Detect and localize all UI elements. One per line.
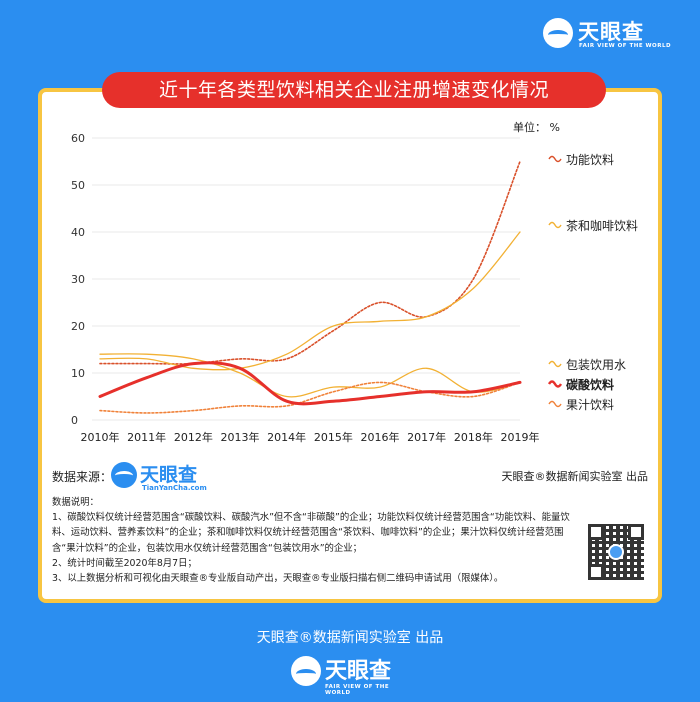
brand-logo-icon: [543, 18, 573, 48]
footer-logo-tagline: FAIR VIEW OF THE WORLD: [325, 684, 390, 696]
y-tick-label: 40: [71, 226, 85, 239]
chart-title: 近十年各类型饮料相关企业注册增速变化情况: [102, 72, 606, 108]
notes-line-1: 1、碳酸饮料仅统计经营范围含“碳酸饮料、碳酸汽水”但不含“非碳酸”的企业；功能饮…: [52, 512, 570, 554]
source-label: 数据来源：: [52, 470, 113, 484]
source-row: 数据来源： 天眼查 TianYanCha.com 天眼查®数据新闻实验室 出品: [52, 461, 652, 497]
x-tick-label: 2011年: [127, 430, 166, 444]
x-tick-label: 2014年: [267, 430, 306, 444]
legend-swatch: [548, 155, 562, 163]
brand-logo-tagline: FAIR VIEW OF THE WORLD: [579, 43, 672, 49]
data-notes: 数据说明： 1、碳酸饮料仅统计经营范围含“碳酸饮料、碳酸汽水”但不含“非碳酸”的…: [52, 495, 582, 586]
y-tick-label: 10: [71, 367, 85, 380]
legend-swatch: [548, 360, 562, 368]
brand-logo-name: 天眼查: [578, 20, 644, 44]
x-tick-label: 2010年: [81, 430, 120, 444]
legend-label: 茶和咖啡饮料: [566, 218, 638, 233]
y-tick-label: 30: [71, 273, 85, 286]
source-logo-site: TianYanCha.com: [142, 484, 207, 492]
legend-label: 功能饮料: [566, 153, 614, 167]
qr-code-icon[interactable]: [588, 524, 644, 580]
x-tick-label: 2016年: [361, 430, 400, 444]
source-logo-name: 天眼查: [140, 464, 198, 486]
legend-swatch: [547, 380, 563, 388]
x-tick-label: 2015年: [314, 430, 353, 444]
footer-credit: 天眼查®数据新闻实验室 出品: [256, 630, 444, 646]
chart-card: [38, 88, 662, 603]
series-line: [99, 231, 521, 371]
footer-logo-name: 天眼查: [325, 659, 392, 684]
notes-line-2: 2、统计时间截至2020年8月7日；: [52, 557, 197, 569]
legend-label: 碳酸饮料: [566, 377, 614, 392]
x-tick-label: 2017年: [407, 430, 446, 444]
legend-swatch: [548, 400, 562, 408]
series-line: [99, 353, 521, 398]
x-tick-label: 2018年: [454, 430, 493, 444]
source-logo-icon: [111, 462, 137, 488]
x-tick-label: 2012年: [174, 430, 213, 444]
series-line: [99, 160, 521, 365]
unit-label: 单位： %: [513, 120, 560, 134]
legend-label: 包装饮用水: [566, 358, 626, 372]
y-tick-label: 0: [71, 414, 78, 427]
brand-logo: 天眼查 FAIR VIEW OF THE WORLD: [543, 14, 693, 56]
footer-logo: 天眼查 FAIR VIEW OF THE WORLD: [291, 651, 411, 697]
legend-label: 果汁饮料: [566, 398, 614, 412]
series-line: [99, 381, 521, 414]
footer-logo-icon: [291, 656, 321, 686]
x-tick-label: 2019年: [501, 430, 540, 444]
y-tick-label: 60: [71, 132, 85, 145]
series-line: [98, 361, 522, 406]
y-tick-label: 20: [71, 320, 85, 333]
source-credit: 天眼查®数据新闻实验室 出品: [501, 470, 649, 483]
x-tick-label: 2013年: [221, 430, 260, 444]
notes-line-3: 3、以上数据分析和可视化由天眼查®专业版自动产出，天眼查®专业版扫描右侧二维码申…: [52, 573, 504, 585]
y-tick-label: 50: [71, 179, 85, 192]
notes-heading: 数据说明：: [52, 497, 99, 508]
legend-swatch: [548, 221, 562, 229]
